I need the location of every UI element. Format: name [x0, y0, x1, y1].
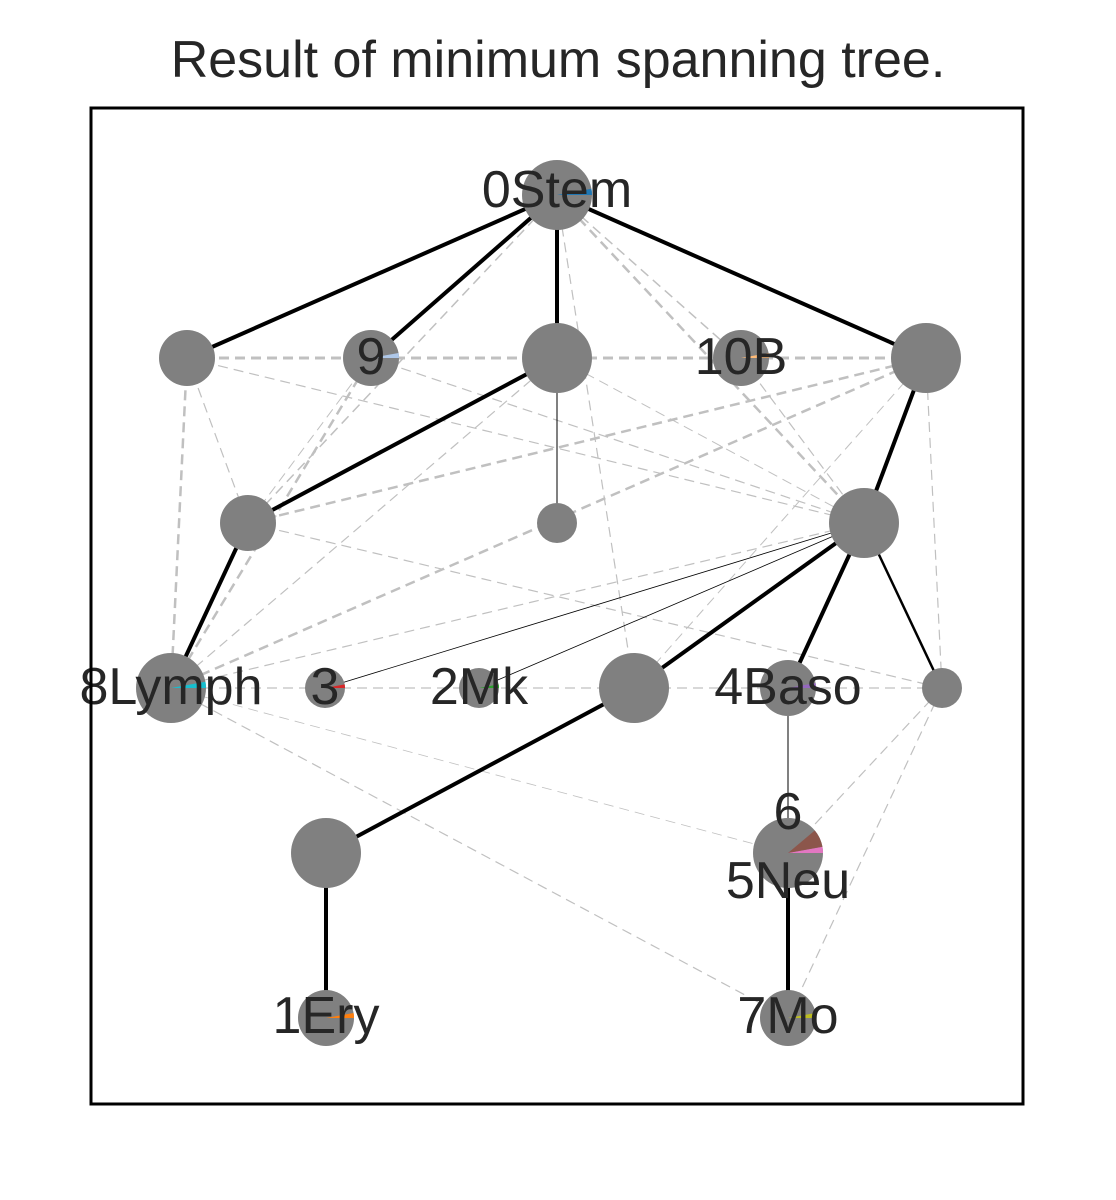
edge-dashed-nC1-nR2 [556, 357, 865, 524]
edge-dashed-nR3-n56 [787, 687, 943, 854]
node-nC3 [599, 653, 669, 723]
edge-dashed-nR1-nC3 [633, 357, 927, 689]
node-wedge-secondary [788, 830, 823, 853]
node-wedge [171, 681, 206, 688]
dashed-edges [169, 194, 943, 1019]
node-n2: 2Mk [430, 658, 529, 716]
node-nC1 [522, 323, 592, 393]
edge-dashed-n8-nR1 [170, 356, 927, 690]
edge-dashed-n10-nR2 [740, 357, 865, 524]
plot-frame [89, 106, 1025, 1106]
node-label-secondary: 5Neu [726, 852, 850, 910]
node-n9: 9 [343, 328, 399, 386]
node-nC2 [537, 503, 577, 543]
edge-dashed-n8-nR2 [170, 522, 865, 689]
node-wedge [788, 682, 816, 688]
edge-dashed-nR1-nR3 [925, 357, 943, 689]
node-label: 2Mk [430, 658, 529, 716]
node-n56: 6 5Neu [726, 783, 850, 910]
node-wedge [557, 188, 593, 195]
edge-tree-nR2-n2 [478, 522, 865, 689]
node-label: 3 [311, 658, 340, 716]
node-circle [599, 653, 669, 723]
node-n1: 1Ery [273, 987, 380, 1046]
node-label: 4Baso [714, 658, 861, 716]
chart-title: Result of minimum spanning tree. [170, 31, 946, 89]
node-n3: 3 [305, 658, 345, 716]
node-circle [522, 323, 592, 393]
node-label: 1Ery [273, 987, 380, 1045]
edge-dashed-nR3-n7 [787, 687, 943, 1019]
edge-dashed-n8-nC1 [170, 357, 558, 689]
node-label: 10B [695, 328, 788, 386]
edge-dashed-n8-n56 [170, 687, 789, 854]
graph-nodes: 0Stem 9 10B 8Lymph 3 2Mk 4Baso 6 5Neu 1Ery 7Mo [79, 160, 962, 1046]
node-nR3 [922, 668, 962, 708]
node-nR1 [891, 323, 961, 393]
node-wedge [741, 352, 769, 358]
node-nR2 [829, 488, 899, 558]
node-wedge [788, 1012, 816, 1018]
node-wedge [325, 684, 345, 688]
node-label: 9 [357, 328, 386, 386]
node-n8: 8Lymph [79, 653, 263, 723]
node-circle [159, 330, 215, 386]
edge-tree-nC1-nL2 [247, 356, 558, 525]
node-label: 6 [774, 783, 803, 841]
node-wedge [788, 846, 823, 853]
edge-dashed-n0-n10 [556, 194, 742, 359]
node-circle [829, 488, 899, 558]
node-label: 8Lymph [79, 658, 262, 716]
node-circle [291, 818, 361, 888]
node-circle [537, 503, 577, 543]
edge-dashed-n0-nC3 [556, 194, 635, 689]
edge-dashed-n9-nL2 [247, 357, 372, 524]
edge-dashed-nL2-nR1 [247, 356, 927, 525]
node-nL4 [291, 818, 361, 888]
edge-tree-nC3-nL4 [325, 686, 635, 855]
edge-dashed-nL1-nL2 [186, 357, 249, 524]
edge-tree-n0-nR1 [556, 193, 927, 360]
node-label: 0Stem [482, 161, 632, 219]
edge-dashed-n8-nL1 [169, 357, 189, 689]
edge-dashed-n0-nL2 [247, 194, 558, 524]
node-circle [922, 668, 962, 708]
node-circle [891, 323, 961, 393]
edge-tree-n0-nL1 [186, 193, 558, 360]
edge-dashed-n0-nR2 [556, 194, 865, 524]
node-n7: 7Mo [737, 987, 839, 1046]
edge-dashed-n8-n7 [170, 687, 789, 1019]
node-n0: 0Stem [482, 160, 632, 230]
node-label: 7Mo [737, 987, 838, 1045]
node-n4: 4Baso [714, 658, 862, 716]
edge-tree-n0-n9 [369, 193, 559, 360]
edge-dashed-nL1-nR2 [186, 357, 865, 524]
node-wedge [371, 352, 399, 358]
edge-tree-nR2-nC3 [632, 521, 866, 690]
node-nL2 [220, 495, 276, 551]
edge-tree-nR2-n3 [324, 522, 865, 689]
node-wedge [479, 684, 499, 688]
node-circle [220, 495, 276, 551]
node-wedge [326, 1012, 354, 1018]
edge-dashed-n9-nR2 [370, 357, 865, 524]
node-nL1 [159, 330, 215, 386]
node-n10: 10B [695, 328, 788, 386]
